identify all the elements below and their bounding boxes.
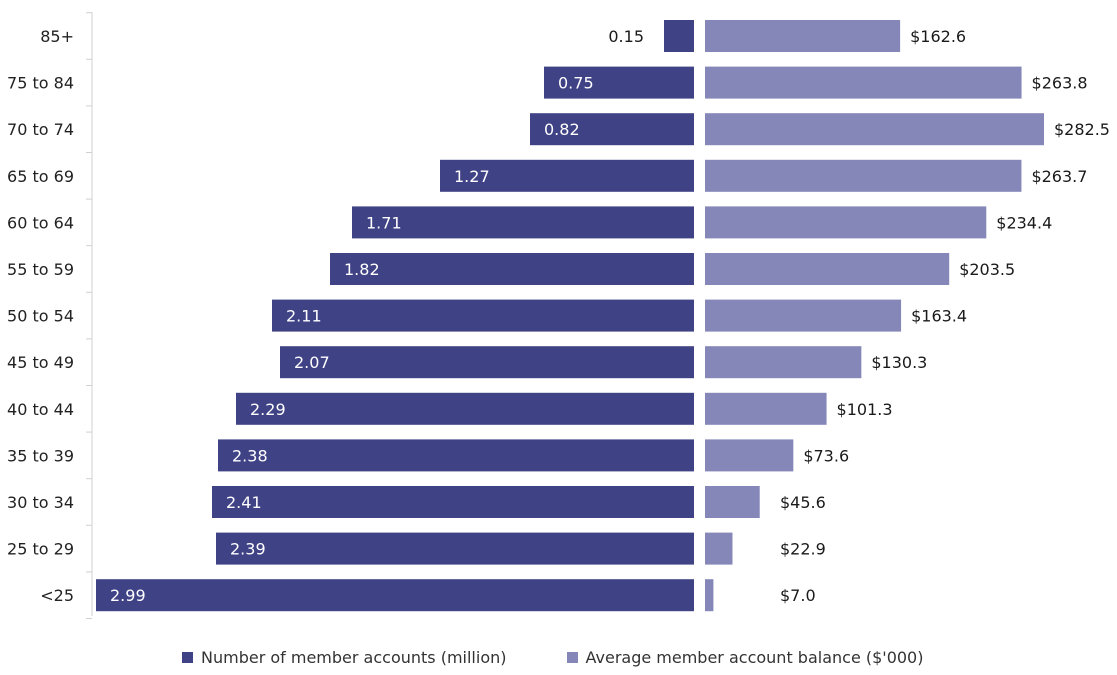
bar-accounts (236, 392, 694, 425)
data-label-balance: $263.7 (1031, 167, 1087, 186)
bar-accounts (280, 346, 694, 379)
category-label: <25 (40, 586, 74, 605)
category-label: 45 to 49 (7, 353, 74, 372)
bar-balance (705, 253, 950, 285)
data-label-balance: $45.6 (780, 493, 826, 512)
bar-balance (705, 66, 1022, 99)
bar-balance (705, 206, 987, 239)
category-label: 55 to 59 (7, 260, 74, 279)
data-label-balance: $22.9 (780, 540, 826, 559)
legend: Number of member accounts (million) Aver… (182, 648, 923, 667)
category-label: 85+ (40, 27, 74, 46)
data-label-balance: $7.0 (780, 586, 816, 605)
legend-label-accounts: Number of member accounts (million) (201, 648, 507, 667)
legend-item-balance: Average member account balance ($'000) (566, 648, 924, 667)
data-label-accounts: 0.82 (544, 120, 580, 139)
bar-accounts (330, 253, 694, 285)
data-label-balance: $282.5 (1054, 120, 1110, 139)
legend-swatch-balance (566, 652, 578, 663)
data-label-accounts: 0.75 (558, 74, 594, 93)
data-label-accounts: 2.41 (226, 493, 262, 512)
bar-accounts (664, 20, 694, 52)
data-label-balance: $234.4 (996, 213, 1052, 232)
bar-accounts (96, 579, 694, 612)
data-label-balance: $101.3 (837, 400, 893, 419)
data-label-accounts: 2.99 (110, 586, 146, 605)
bar-balance (705, 20, 901, 52)
data-label-accounts: 2.07 (294, 353, 330, 372)
category-label: 70 to 74 (7, 120, 74, 139)
legend-label-balance: Average member account balance ($'000) (585, 648, 924, 667)
bar-balance (705, 532, 733, 565)
data-label-accounts: 2.29 (250, 400, 286, 419)
bar-balance (705, 486, 760, 518)
data-label-balance: $162.6 (910, 27, 966, 46)
category-label: 75 to 84 (7, 74, 74, 93)
bar-accounts (544, 66, 694, 99)
data-label-balance: $163.4 (911, 307, 967, 326)
bar-balance (705, 159, 1022, 192)
bar-accounts (212, 486, 694, 518)
data-label-accounts: 2.11 (286, 307, 322, 326)
category-label: 25 to 29 (7, 540, 74, 559)
data-label-balance: $263.8 (1032, 74, 1088, 93)
category-label: 65 to 69 (7, 167, 74, 186)
bar-accounts (530, 113, 694, 146)
chart-svg: 85+ 0.15 $162.6 75 to 84 0.75 $263.8 70 to 74 0… (7, 12, 1110, 619)
bar-accounts (218, 439, 694, 472)
data-label-accounts: 2.38 (232, 446, 268, 465)
bar-balance (705, 299, 902, 332)
data-label-accounts: 0.15 (608, 27, 644, 46)
bar-balance (705, 113, 1044, 146)
data-label-accounts: 2.39 (230, 540, 266, 559)
category-label: 40 to 44 (7, 400, 74, 419)
category-label: 30 to 34 (7, 493, 74, 512)
category-label: 60 to 64 (7, 213, 74, 232)
category-label: 35 to 39 (7, 446, 74, 465)
bar-accounts (440, 159, 694, 192)
bar-balance (705, 392, 827, 425)
bar-accounts (352, 206, 694, 239)
bar-accounts (272, 299, 694, 332)
data-label-accounts: 1.82 (344, 260, 380, 279)
data-label-balance: $130.3 (871, 353, 927, 372)
bar-balance (705, 346, 862, 379)
category-label: 50 to 54 (7, 307, 74, 326)
legend-swatch-accounts (182, 652, 193, 663)
data-label-accounts: 1.71 (366, 213, 402, 232)
bar-balance (705, 579, 714, 612)
data-label-balance: $73.6 (803, 446, 849, 465)
legend-item-accounts: Number of member accounts (million) (182, 648, 507, 667)
bar-accounts (216, 532, 694, 565)
data-label-accounts: 1.27 (454, 167, 490, 186)
data-label-balance: $203.5 (959, 260, 1015, 279)
bar-balance (705, 439, 794, 472)
